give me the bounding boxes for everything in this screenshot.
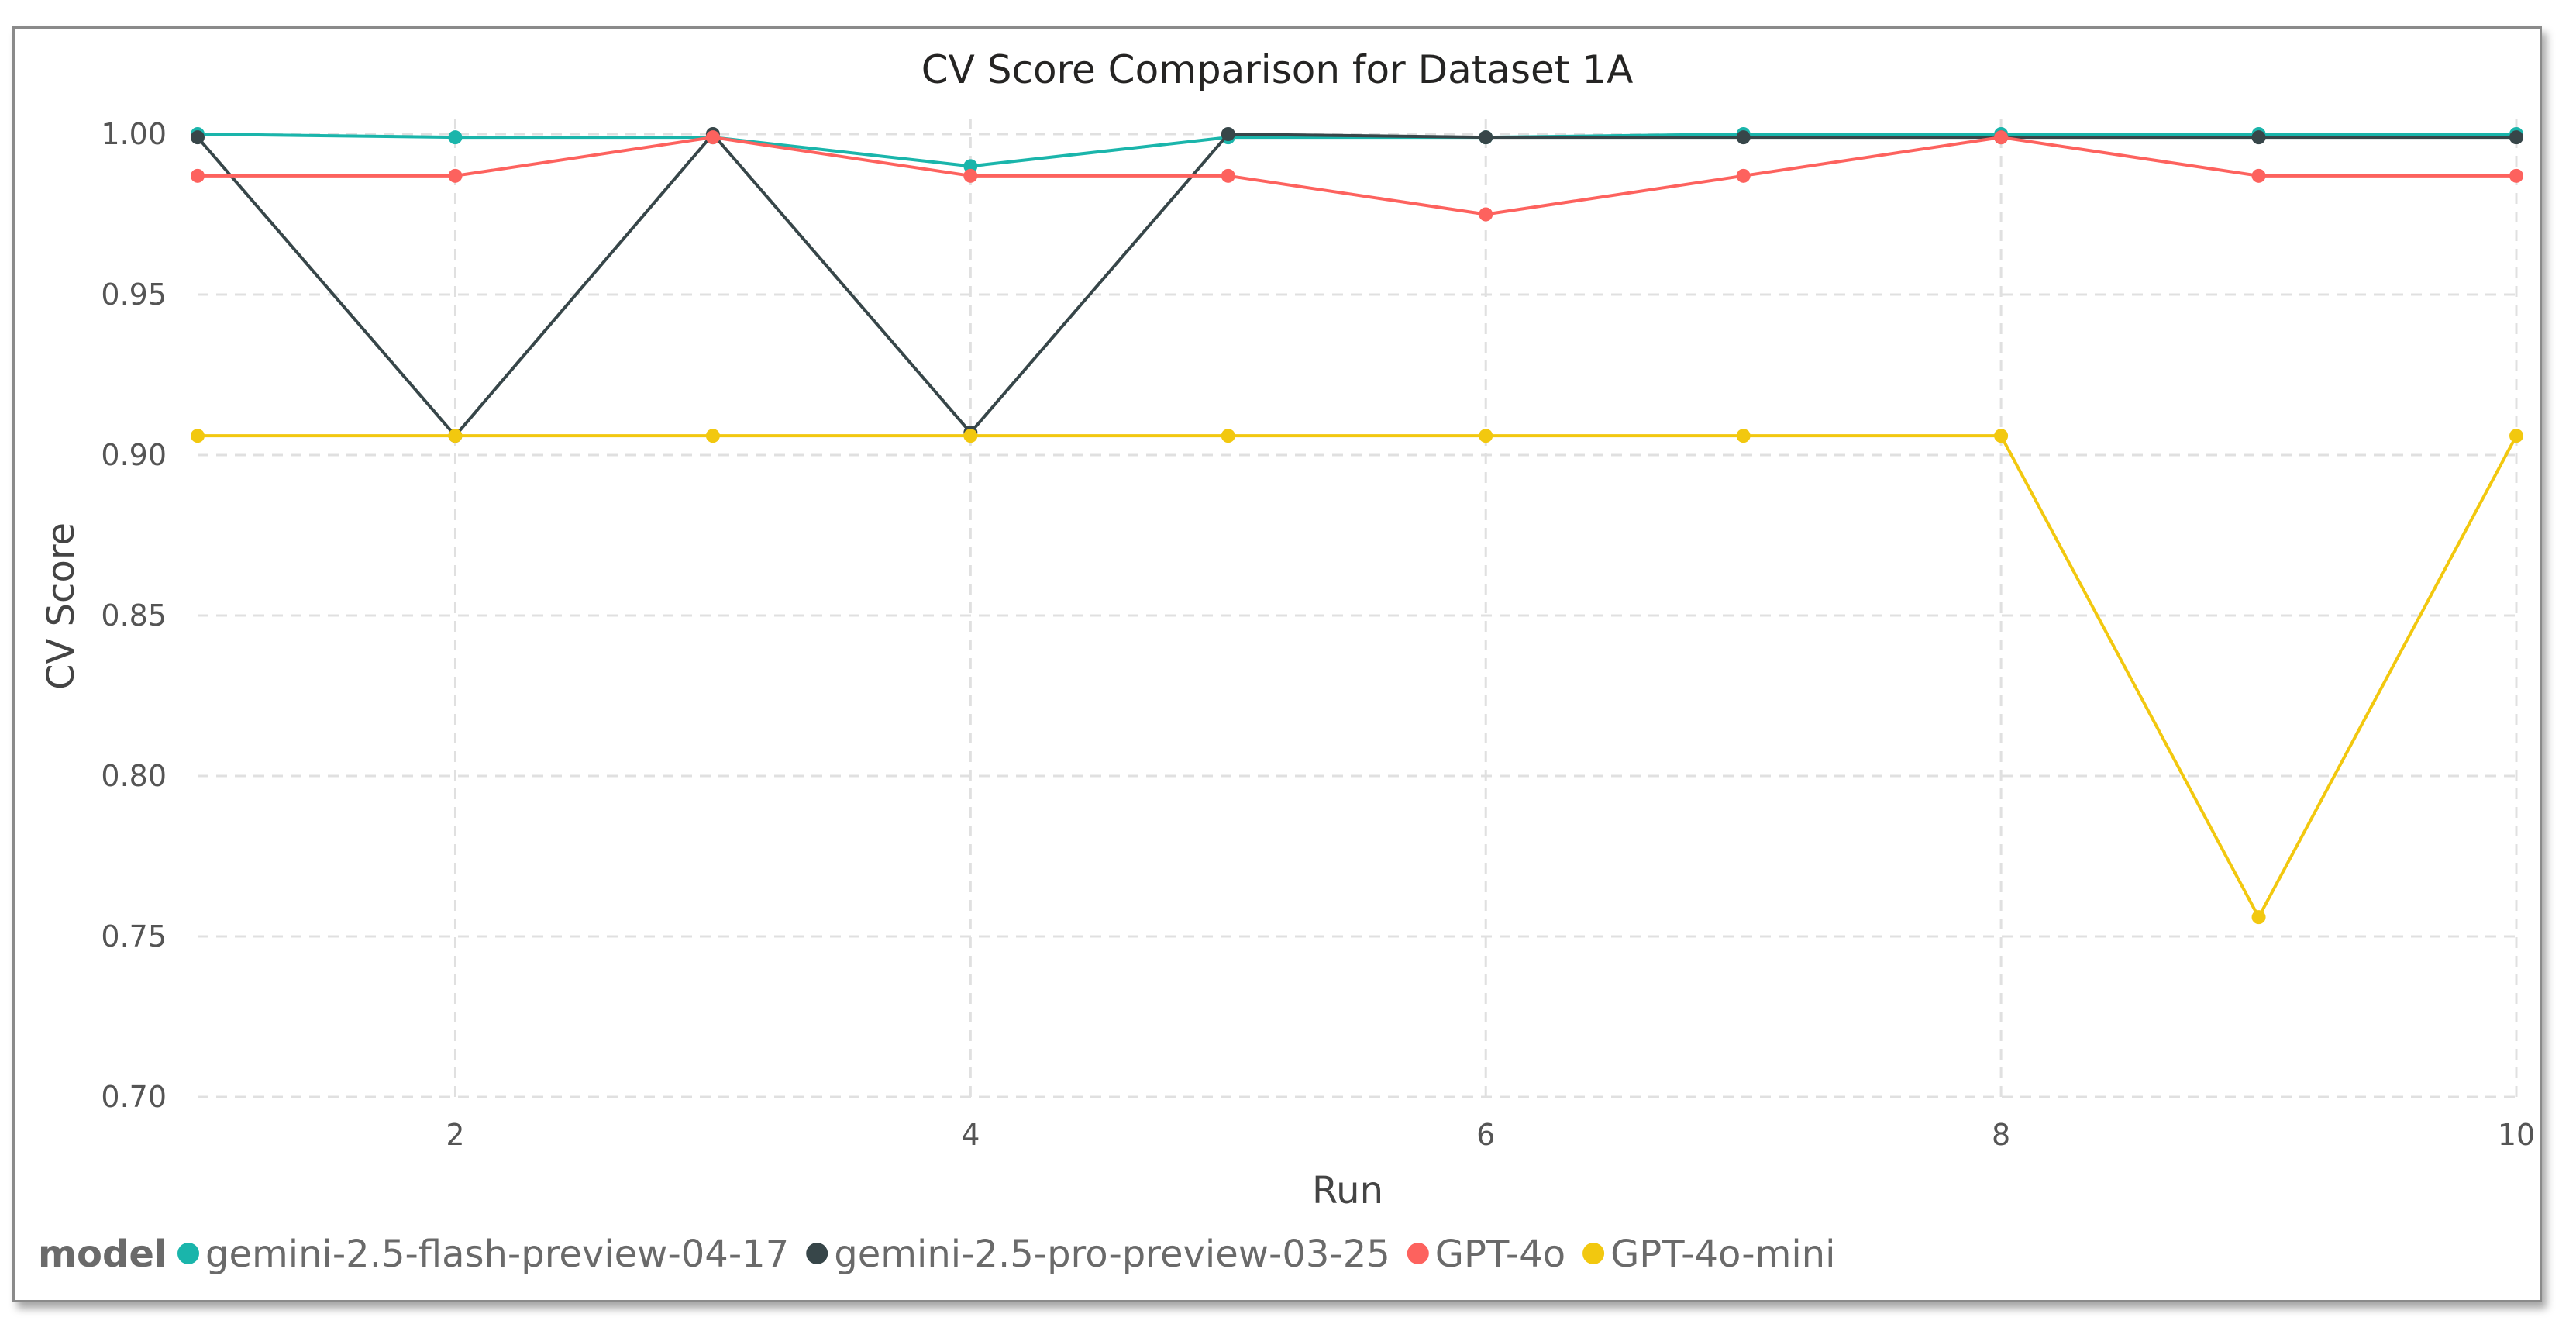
data-point-gpt-4o-mini <box>1994 429 2009 443</box>
data-point-gpt-4o <box>448 168 463 183</box>
y-tick-label: 0.70 <box>101 1080 167 1114</box>
series-lines <box>191 127 2523 925</box>
line-chart: CV Score Comparison for Dataset 1A 0.700… <box>38 47 2535 1276</box>
y-tick-label: 1.00 <box>101 117 167 151</box>
y-tick-label: 0.80 <box>101 759 167 793</box>
y-tick-label: 0.95 <box>101 278 167 312</box>
data-point-gpt-4o <box>1221 168 1235 183</box>
y-tick-label: 0.90 <box>101 438 167 472</box>
data-point-gpt-4o-mini <box>2251 910 2266 925</box>
data-point-gpt-4o-mini <box>2509 429 2523 443</box>
legend-label-gemini-2-5-pro-preview-03-25: gemini-2.5-pro-preview-03-25 <box>834 1233 1390 1276</box>
chart-frame: CV Score Comparison for Dataset 1A 0.70 0… <box>12 26 2542 1302</box>
x-axis-ticks: 2 4 6 8 10 <box>446 1118 2535 1152</box>
legend-label-gemini-2-5-flash-preview-04-17: gemini-2.5-flash-preview-04-17 <box>205 1233 789 1276</box>
data-point-gpt-4o <box>2509 168 2523 183</box>
legend-marker-gemini-2-5-flash-preview-04-17 <box>177 1243 199 1264</box>
series-gpt-4o-mini <box>191 429 2523 925</box>
x-tick-label: 8 <box>1992 1118 2010 1152</box>
data-point-gemini-2-5-pro-preview-03-25 <box>2509 130 2523 145</box>
legend-label-gpt-4o: GPT-4o <box>1435 1233 1565 1276</box>
legend-marker-gpt-4o <box>1407 1243 1429 1264</box>
data-point-gpt-4o <box>705 130 720 145</box>
y-tick-label: 0.85 <box>101 598 167 633</box>
grid <box>198 119 2518 1098</box>
data-point-gpt-4o <box>191 168 205 183</box>
data-point-gpt-4o <box>1736 168 1751 183</box>
data-point-gpt-4o <box>2251 168 2266 183</box>
data-point-gpt-4o-mini <box>191 429 205 443</box>
x-axis-title: Run <box>1312 1169 1383 1212</box>
y-axis-title: CV Score <box>40 522 83 690</box>
legend-marker-gpt-4o-mini <box>1582 1243 1605 1264</box>
data-point-gpt-4o-mini <box>963 429 978 443</box>
series-gemini-2-5-pro-preview-03-25 <box>191 127 2523 443</box>
data-point-gpt-4o-mini <box>1221 429 1235 443</box>
x-tick-label: 6 <box>1476 1118 1495 1152</box>
y-axis-ticks: 0.70 0.75 0.80 0.85 0.90 0.95 1.00 <box>101 117 167 1114</box>
series-line-gemini-2-5-flash-preview-04-17 <box>197 133 2516 168</box>
data-point-gemini-2-5-pro-preview-03-25 <box>1479 130 1493 145</box>
series-line-gpt-4o-mini <box>198 434 2518 919</box>
y-tick-label: 0.75 <box>101 919 167 953</box>
chart-title: CV Score Comparison for Dataset 1A <box>921 47 1634 92</box>
x-tick-label: 4 <box>961 1118 980 1152</box>
data-point-gemini-2-5-pro-preview-03-25 <box>1736 130 1751 145</box>
series-gpt-4o <box>191 130 2523 222</box>
data-point-gpt-4o-mini <box>448 429 463 443</box>
data-point-gpt-4o <box>963 168 978 183</box>
data-point-gpt-4o <box>1479 207 1493 222</box>
data-point-gemini-2-5-flash-preview-04-17 <box>963 159 978 174</box>
x-tick-label: 2 <box>446 1118 464 1152</box>
data-point-gpt-4o-mini <box>1479 429 1493 443</box>
data-point-gemini-2-5-pro-preview-03-25 <box>191 130 205 145</box>
legend: model gemini-2.5-flash-preview-04-17 gemi… <box>38 1233 1835 1276</box>
legend-marker-gemini-2-5-pro-preview-03-25 <box>806 1243 828 1264</box>
data-point-gemini-2-5-flash-preview-04-17 <box>448 130 463 145</box>
legend-label-gpt-4o-mini: GPT-4o-mini <box>1610 1233 1835 1276</box>
data-point-gpt-4o-mini <box>705 429 720 443</box>
data-point-gpt-4o-mini <box>1736 429 1751 443</box>
data-point-gemini-2-5-pro-preview-03-25 <box>2251 130 2266 145</box>
data-point-gpt-4o <box>1994 130 2009 145</box>
legend-title: model <box>38 1233 167 1276</box>
x-tick-label: 10 <box>2498 1118 2535 1152</box>
series-line-gpt-4o <box>198 136 2516 216</box>
data-point-gemini-2-5-pro-preview-03-25 <box>1221 127 1235 141</box>
series-line-gemini-2-5-pro-preview-03-25 <box>196 133 2516 438</box>
